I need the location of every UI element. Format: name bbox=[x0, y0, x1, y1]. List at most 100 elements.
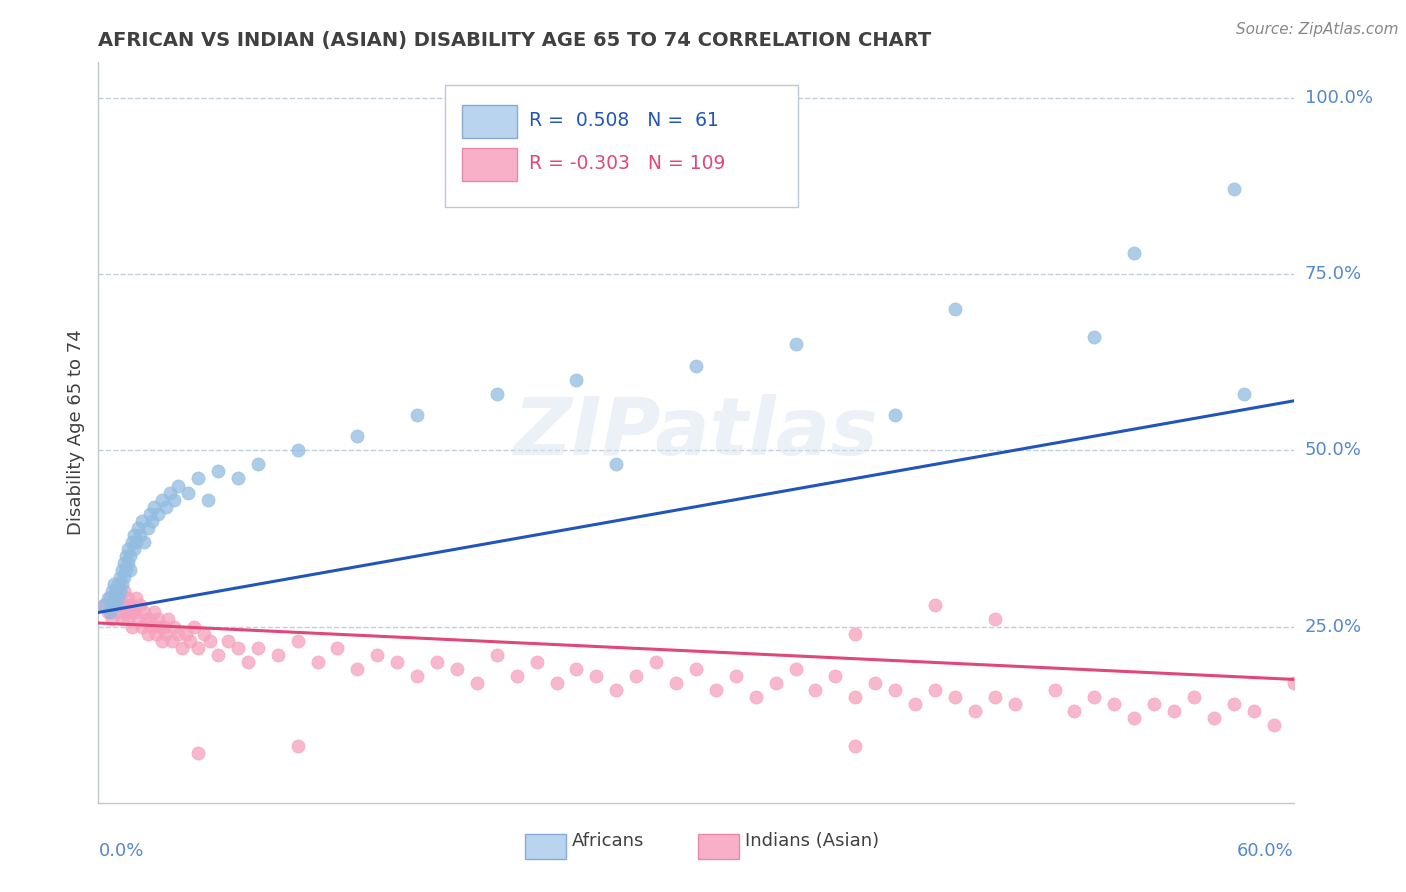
Point bbox=[1104, 697, 1126, 711]
Point bbox=[785, 337, 807, 351]
Point bbox=[155, 626, 177, 640]
Text: Africans: Africans bbox=[572, 832, 644, 850]
Point bbox=[226, 471, 249, 485]
Text: 60.0%: 60.0% bbox=[1237, 842, 1294, 860]
Point bbox=[943, 302, 966, 317]
Point bbox=[134, 606, 156, 620]
Point bbox=[1123, 245, 1146, 260]
Point bbox=[366, 648, 388, 662]
Point bbox=[236, 655, 259, 669]
Point bbox=[148, 507, 170, 521]
FancyBboxPatch shape bbox=[446, 85, 797, 207]
Point bbox=[1123, 711, 1146, 725]
Point bbox=[101, 584, 124, 599]
Point bbox=[112, 570, 135, 584]
Text: Source: ZipAtlas.com: Source: ZipAtlas.com bbox=[1236, 22, 1399, 37]
Point bbox=[150, 492, 173, 507]
Point bbox=[1243, 704, 1265, 718]
Point bbox=[129, 528, 152, 542]
Point bbox=[127, 521, 149, 535]
Point bbox=[585, 669, 607, 683]
Point bbox=[824, 669, 846, 683]
Point bbox=[183, 619, 205, 633]
Point bbox=[626, 669, 648, 683]
Point bbox=[287, 739, 309, 754]
Point bbox=[120, 563, 142, 577]
Point bbox=[117, 556, 139, 570]
Point bbox=[120, 549, 142, 563]
Point bbox=[148, 612, 170, 626]
Point bbox=[105, 584, 128, 599]
Point bbox=[645, 655, 668, 669]
Point bbox=[605, 458, 627, 472]
Point bbox=[406, 408, 429, 422]
Point bbox=[107, 591, 129, 606]
Point bbox=[1282, 676, 1305, 690]
Point bbox=[1163, 704, 1185, 718]
Point bbox=[125, 535, 148, 549]
Point bbox=[1063, 704, 1085, 718]
Point bbox=[1223, 182, 1246, 196]
Point bbox=[93, 599, 115, 613]
Point bbox=[1233, 387, 1256, 401]
Point bbox=[1202, 711, 1225, 725]
Point bbox=[107, 577, 129, 591]
Point bbox=[115, 606, 138, 620]
Point bbox=[125, 591, 148, 606]
Point bbox=[139, 507, 162, 521]
Point bbox=[506, 669, 529, 683]
Point bbox=[149, 619, 172, 633]
Point bbox=[155, 500, 177, 514]
Point bbox=[105, 584, 128, 599]
Point bbox=[346, 429, 368, 443]
Point bbox=[174, 626, 197, 640]
Point bbox=[103, 599, 125, 613]
Point bbox=[111, 612, 134, 626]
Point bbox=[446, 662, 468, 676]
Point bbox=[485, 387, 508, 401]
Point bbox=[246, 640, 269, 655]
Point bbox=[865, 676, 887, 690]
Point bbox=[121, 535, 143, 549]
Point bbox=[107, 606, 129, 620]
Point bbox=[526, 655, 548, 669]
Point bbox=[406, 669, 429, 683]
Point bbox=[924, 599, 946, 613]
Point bbox=[153, 619, 176, 633]
Point bbox=[385, 655, 409, 669]
Point bbox=[704, 683, 727, 698]
Point bbox=[1143, 697, 1166, 711]
Point bbox=[101, 599, 124, 613]
Point bbox=[179, 633, 201, 648]
Point bbox=[198, 633, 221, 648]
Point bbox=[101, 612, 124, 626]
Point bbox=[163, 492, 186, 507]
Point bbox=[131, 619, 153, 633]
Point bbox=[121, 606, 143, 620]
Point bbox=[745, 690, 768, 704]
Point bbox=[197, 492, 219, 507]
Point bbox=[117, 541, 139, 556]
Text: 0.0%: 0.0% bbox=[98, 842, 143, 860]
Point bbox=[103, 591, 125, 606]
Point bbox=[124, 528, 146, 542]
Point bbox=[105, 599, 128, 613]
Point bbox=[804, 683, 827, 698]
Point bbox=[139, 612, 162, 626]
Point bbox=[217, 633, 239, 648]
Point bbox=[326, 640, 349, 655]
Point bbox=[426, 655, 449, 669]
Point bbox=[160, 633, 183, 648]
Text: AFRICAN VS INDIAN (ASIAN) DISABILITY AGE 65 TO 74 CORRELATION CHART: AFRICAN VS INDIAN (ASIAN) DISABILITY AGE… bbox=[98, 30, 932, 50]
FancyBboxPatch shape bbox=[524, 834, 565, 859]
Point bbox=[97, 591, 120, 606]
Point bbox=[685, 662, 707, 676]
Point bbox=[943, 690, 966, 704]
Point bbox=[724, 669, 747, 683]
Point bbox=[145, 626, 167, 640]
Point bbox=[984, 690, 1007, 704]
Point bbox=[115, 549, 138, 563]
Point bbox=[1223, 697, 1246, 711]
Point bbox=[124, 541, 146, 556]
Point bbox=[267, 648, 290, 662]
